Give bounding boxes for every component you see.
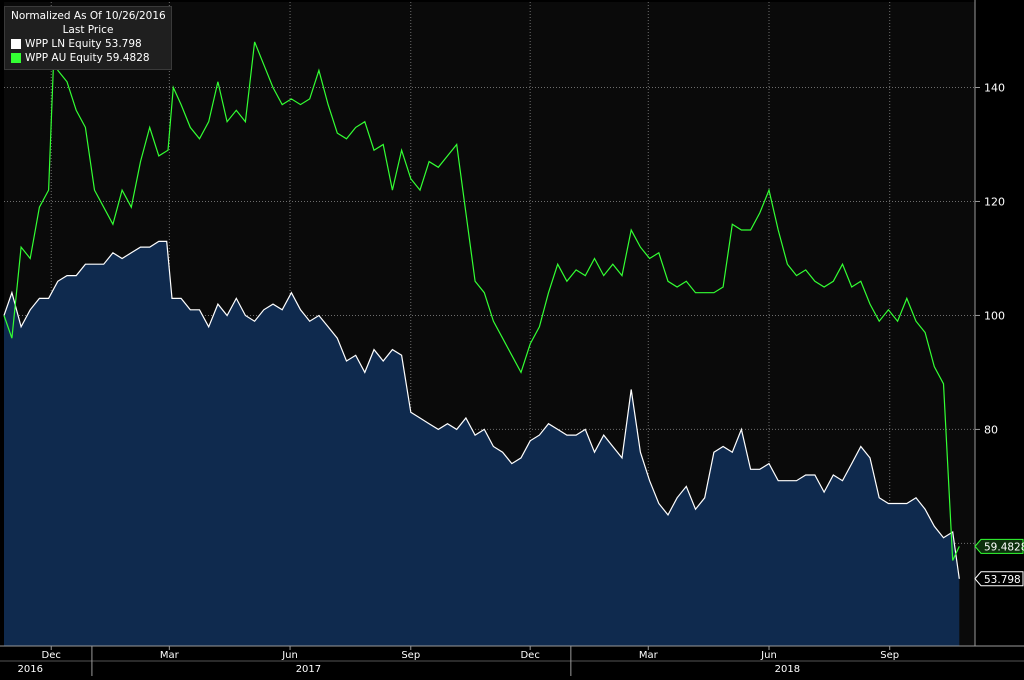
legend-label-ln: WPP LN Equity 53.798 xyxy=(25,38,142,50)
x-tick-label: Dec xyxy=(42,650,61,661)
year-label: 2016 xyxy=(18,664,43,675)
last-value-tag-ln: 53.798 xyxy=(974,571,1024,587)
last-value-tag-box xyxy=(974,538,1024,554)
y-tick-label: 120 xyxy=(984,195,1005,208)
series-layer xyxy=(3,41,960,646)
last-value-tag-label: 59.4828 xyxy=(984,541,1024,553)
x-tick-label: Sep xyxy=(401,650,420,661)
x-tick-label: Jun xyxy=(760,650,777,661)
year-label: 2017 xyxy=(296,664,321,675)
legend-label-au: WPP AU Equity 59.4828 xyxy=(25,52,150,64)
x-tick-label: Dec xyxy=(520,650,539,661)
last-value-tag-label: 53.798 xyxy=(984,574,1021,586)
series-line-au xyxy=(3,41,960,561)
x-tick-label: Mar xyxy=(639,650,659,661)
y-tick-label: 140 xyxy=(984,81,1005,94)
legend-swatch-au xyxy=(11,53,21,63)
y-tick-label: 80 xyxy=(984,423,998,436)
legend-entry-ln: WPP LN Equity 53.798 xyxy=(5,37,171,51)
legend-entry-au: WPP AU Equity 59.4828 xyxy=(5,51,171,65)
y-tick-label: 100 xyxy=(984,309,1005,322)
last-value-tag-box xyxy=(974,571,1024,587)
series-line-ln xyxy=(3,240,960,579)
legend-subtitle: Last Price xyxy=(62,24,114,36)
legend: Normalized As Of 10/26/2016 Last Price W… xyxy=(4,6,172,70)
x-tick-label: Mar xyxy=(160,650,180,661)
legend-title: Normalized As Of 10/26/2016 xyxy=(11,10,166,22)
x-tick-label: Jun xyxy=(281,650,298,661)
series-area-ln xyxy=(4,241,960,646)
x-tick-label: Sep xyxy=(880,650,899,661)
last-value-tag-au: 59.4828 xyxy=(974,538,1024,554)
legend-swatch-ln xyxy=(11,39,21,49)
year-label: 2018 xyxy=(775,664,800,675)
